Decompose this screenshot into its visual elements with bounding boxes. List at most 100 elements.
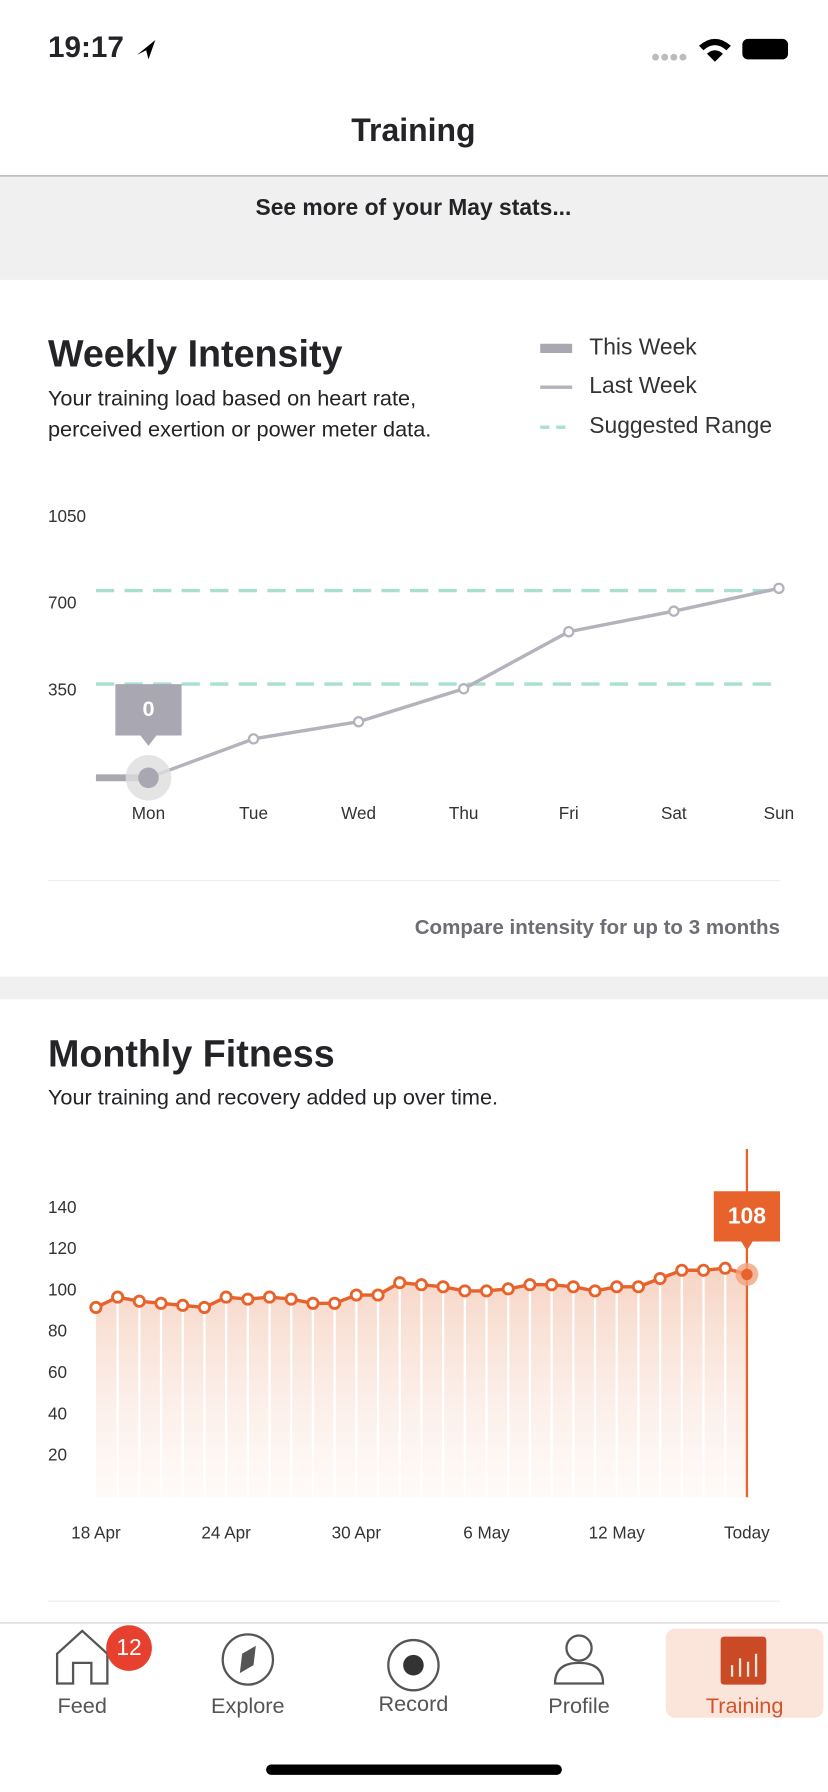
chart-subtitle: Your training and recovery added up over… [48,1084,498,1109]
status-time: 19:17 [48,31,124,64]
x-tick-label: 12 May [589,1522,646,1542]
wifi-icon [698,38,731,62]
signal-icon [652,53,687,61]
x-tick-label: Mon [132,803,165,823]
fitness-point [545,1278,559,1292]
banner-text[interactable]: See more of your May stats... [255,194,571,220]
last-week-point [773,582,785,595]
chart-title: Weekly Intensity [48,332,343,374]
annotation-box [115,684,182,746]
fitness-point [349,1288,363,1302]
fitness-point [458,1284,472,1298]
fitness-point [414,1278,428,1292]
fitness-point [479,1284,494,1298]
profile-body [553,1661,605,1685]
fitness-point [610,1280,624,1294]
y-tick-label: 100 [48,1279,77,1299]
y-tick-label: 60 [48,1362,67,1382]
fitness-point [197,1300,211,1314]
y-tick-label: 350 [48,680,77,700]
profile-icon[interactable] [565,1634,593,1662]
y-tick-label: 40 [48,1403,67,1423]
fitness-point [393,1276,407,1290]
fitness-point [631,1280,645,1294]
fitness-point [371,1288,385,1302]
last-week-point [247,733,260,745]
fitness-point [154,1296,168,1310]
last-week-point [457,683,470,695]
fitness-point [696,1263,711,1277]
training-bars [730,1653,758,1677]
fitness-point [219,1290,233,1304]
fitness-point [653,1271,667,1286]
x-tick-label: Fri [559,803,579,823]
x-tick-label: 24 Apr [201,1522,251,1542]
record-dot [403,1654,424,1676]
last-week-point [352,716,365,728]
badge [106,1625,152,1671]
explore-icon[interactable] [221,1633,275,1686]
x-tick-label: Sun [764,803,794,823]
annotation-box [713,1191,781,1251]
y-tick-label: 700 [48,593,77,613]
fitness-point [111,1290,125,1304]
feed-icon[interactable] [55,1629,109,1685]
explore-needle [239,1645,256,1674]
y-tick-label: 120 [48,1238,77,1258]
fitness-point [132,1294,146,1308]
fitness-point [176,1298,190,1312]
fitness-point [306,1296,320,1310]
x-tick-label: 30 Apr [332,1522,382,1542]
fitness-point [588,1284,602,1298]
y-tick-label: 80 [48,1321,67,1341]
battery-icon [742,38,789,60]
record-icon[interactable] [387,1638,440,1692]
chart-subtitle: perceived exertion or power meter data. [48,416,431,441]
badge-count: 12 [116,1634,141,1660]
x-tick-label: 6 May [463,1522,510,1542]
fitness-point [241,1292,255,1306]
fitness-point [741,1268,753,1281]
tab-label[interactable]: Record [378,1691,448,1716]
location-icon [137,40,156,60]
fitness-point [262,1290,277,1304]
y-tick-label: 1050 [48,506,86,526]
training-icon[interactable] [720,1636,767,1685]
fitness-point [523,1278,537,1292]
x-tick-label: Wed [341,803,376,823]
y-tick-label: 20 [48,1445,67,1465]
chart-subtitle: Your training load based on heart rate, [48,386,416,411]
fitness-point [284,1292,298,1306]
legend-label: Suggested Range [589,412,772,438]
last-week-point [668,605,680,617]
x-tick-label: 18 Apr [71,1522,121,1542]
header-title: Training [351,112,475,148]
legend-label: This Week [589,333,697,359]
fitness-point [436,1280,450,1294]
section-divider [0,976,828,1000]
x-tick-label: Thu [449,803,479,823]
tab-label[interactable]: Explore [211,1693,285,1718]
home-indicator [266,1764,562,1775]
annotation-label: 108 [728,1203,766,1229]
fitness-point [501,1282,515,1296]
this-week-point [138,767,159,789]
fitness-point [566,1280,580,1294]
chart-title: Monthly Fitness [48,1032,335,1074]
fitness-point [718,1261,732,1275]
tab-label[interactable]: Feed [58,1693,107,1718]
x-tick-label: Tue [239,803,268,823]
x-tick-label: Today [724,1522,770,1542]
x-tick-label: Sat [661,803,687,823]
legend-label: Last Week [589,372,697,398]
fitness-point [675,1263,689,1277]
banner[interactable] [0,177,828,280]
annotation-label: 0 [142,696,154,721]
last-week-point [563,626,575,638]
fitness-point [328,1296,342,1310]
tab-label[interactable]: Training [706,1693,784,1718]
tab-label[interactable]: Profile [548,1693,609,1718]
fitness-point [89,1300,103,1314]
compare-link[interactable]: Compare intensity for up to 3 months [415,916,780,939]
